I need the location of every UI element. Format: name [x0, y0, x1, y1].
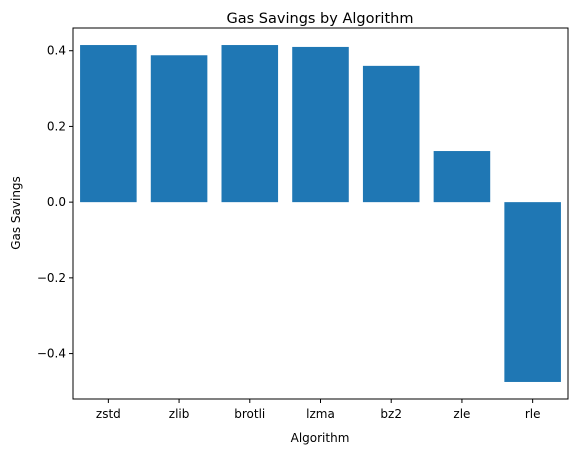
plot-area	[80, 45, 561, 382]
x-tick-label: lzma	[306, 407, 335, 421]
y-axis: −0.4 −0.2 0.0 0.2 0.4	[37, 44, 73, 361]
bar-bz2	[362, 65, 420, 203]
x-axis: zstd zlib brotli lzma bz2 zle rle	[96, 399, 541, 421]
bar-zle	[433, 151, 491, 203]
chart-title: Gas Savings by Algorithm	[227, 11, 414, 27]
y-axis-label: Gas Savings	[9, 176, 23, 250]
bar-zstd	[80, 45, 137, 203]
y-tick-label: 0.0	[47, 195, 66, 209]
y-tick-label: −0.2	[37, 271, 66, 285]
bar-zlib	[150, 55, 208, 203]
bar-rle	[504, 202, 561, 382]
x-tick-label: rle	[525, 407, 541, 421]
x-tick-label: zstd	[96, 407, 121, 421]
x-axis-label: Algorithm	[291, 431, 350, 445]
y-tick-label: 0.2	[47, 119, 66, 133]
x-tick-label: zlib	[169, 407, 190, 421]
x-tick-label: zle	[453, 407, 470, 421]
x-tick-label: bz2	[380, 407, 402, 421]
bar-lzma	[292, 46, 349, 203]
x-tick-label: brotli	[234, 407, 265, 421]
y-tick-label: 0.4	[47, 44, 66, 58]
y-tick-label: −0.4	[37, 347, 66, 361]
bar-brotli	[221, 45, 279, 203]
